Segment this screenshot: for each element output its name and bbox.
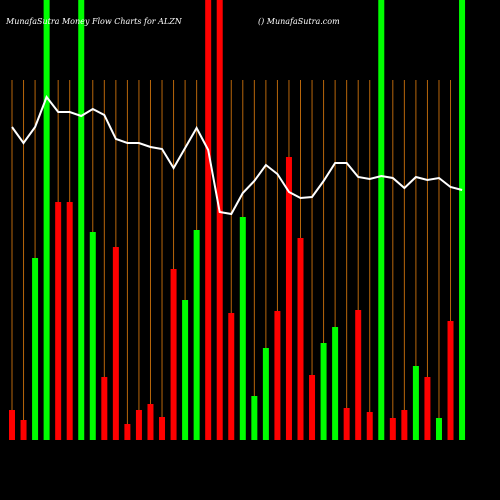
bar: [66, 202, 73, 440]
bar: [147, 404, 154, 440]
bar: [412, 366, 419, 440]
bar: [274, 311, 281, 440]
bar: [55, 202, 62, 440]
bar: [228, 313, 235, 440]
bar: [366, 412, 373, 440]
bar: [170, 269, 177, 440]
bar: [251, 396, 258, 440]
bar: [43, 0, 50, 440]
bar: [159, 417, 166, 440]
bar: [89, 232, 96, 440]
bar: [135, 410, 142, 440]
bar: [262, 348, 269, 440]
bar: [239, 217, 246, 440]
bar: [32, 258, 39, 440]
bar: [332, 327, 339, 440]
bar: [182, 300, 189, 440]
chart-title: MunafaSutra Money Flow Charts for ALZN: [5, 17, 183, 26]
bar: [20, 420, 27, 440]
bar: [309, 375, 316, 440]
bar: [320, 343, 327, 440]
bar: [435, 418, 442, 440]
bar: [424, 377, 431, 440]
bar: [459, 0, 466, 440]
bar: [101, 377, 108, 440]
bar: [285, 157, 292, 440]
chart-subtitle: () MunafaSutra.com: [258, 17, 340, 26]
bar: [216, 0, 223, 440]
bar: [447, 321, 454, 440]
bar: [124, 424, 131, 440]
bar: [78, 0, 85, 440]
bar: [205, 0, 212, 440]
bar: [9, 410, 15, 440]
bar: [355, 310, 362, 440]
flow-line: [11, 94, 463, 216]
bar: [297, 238, 304, 440]
bar: [401, 410, 408, 440]
bar: [112, 247, 119, 440]
bar: [193, 230, 200, 440]
bar: [378, 0, 385, 440]
bar: [343, 408, 350, 440]
bar: [389, 418, 396, 440]
